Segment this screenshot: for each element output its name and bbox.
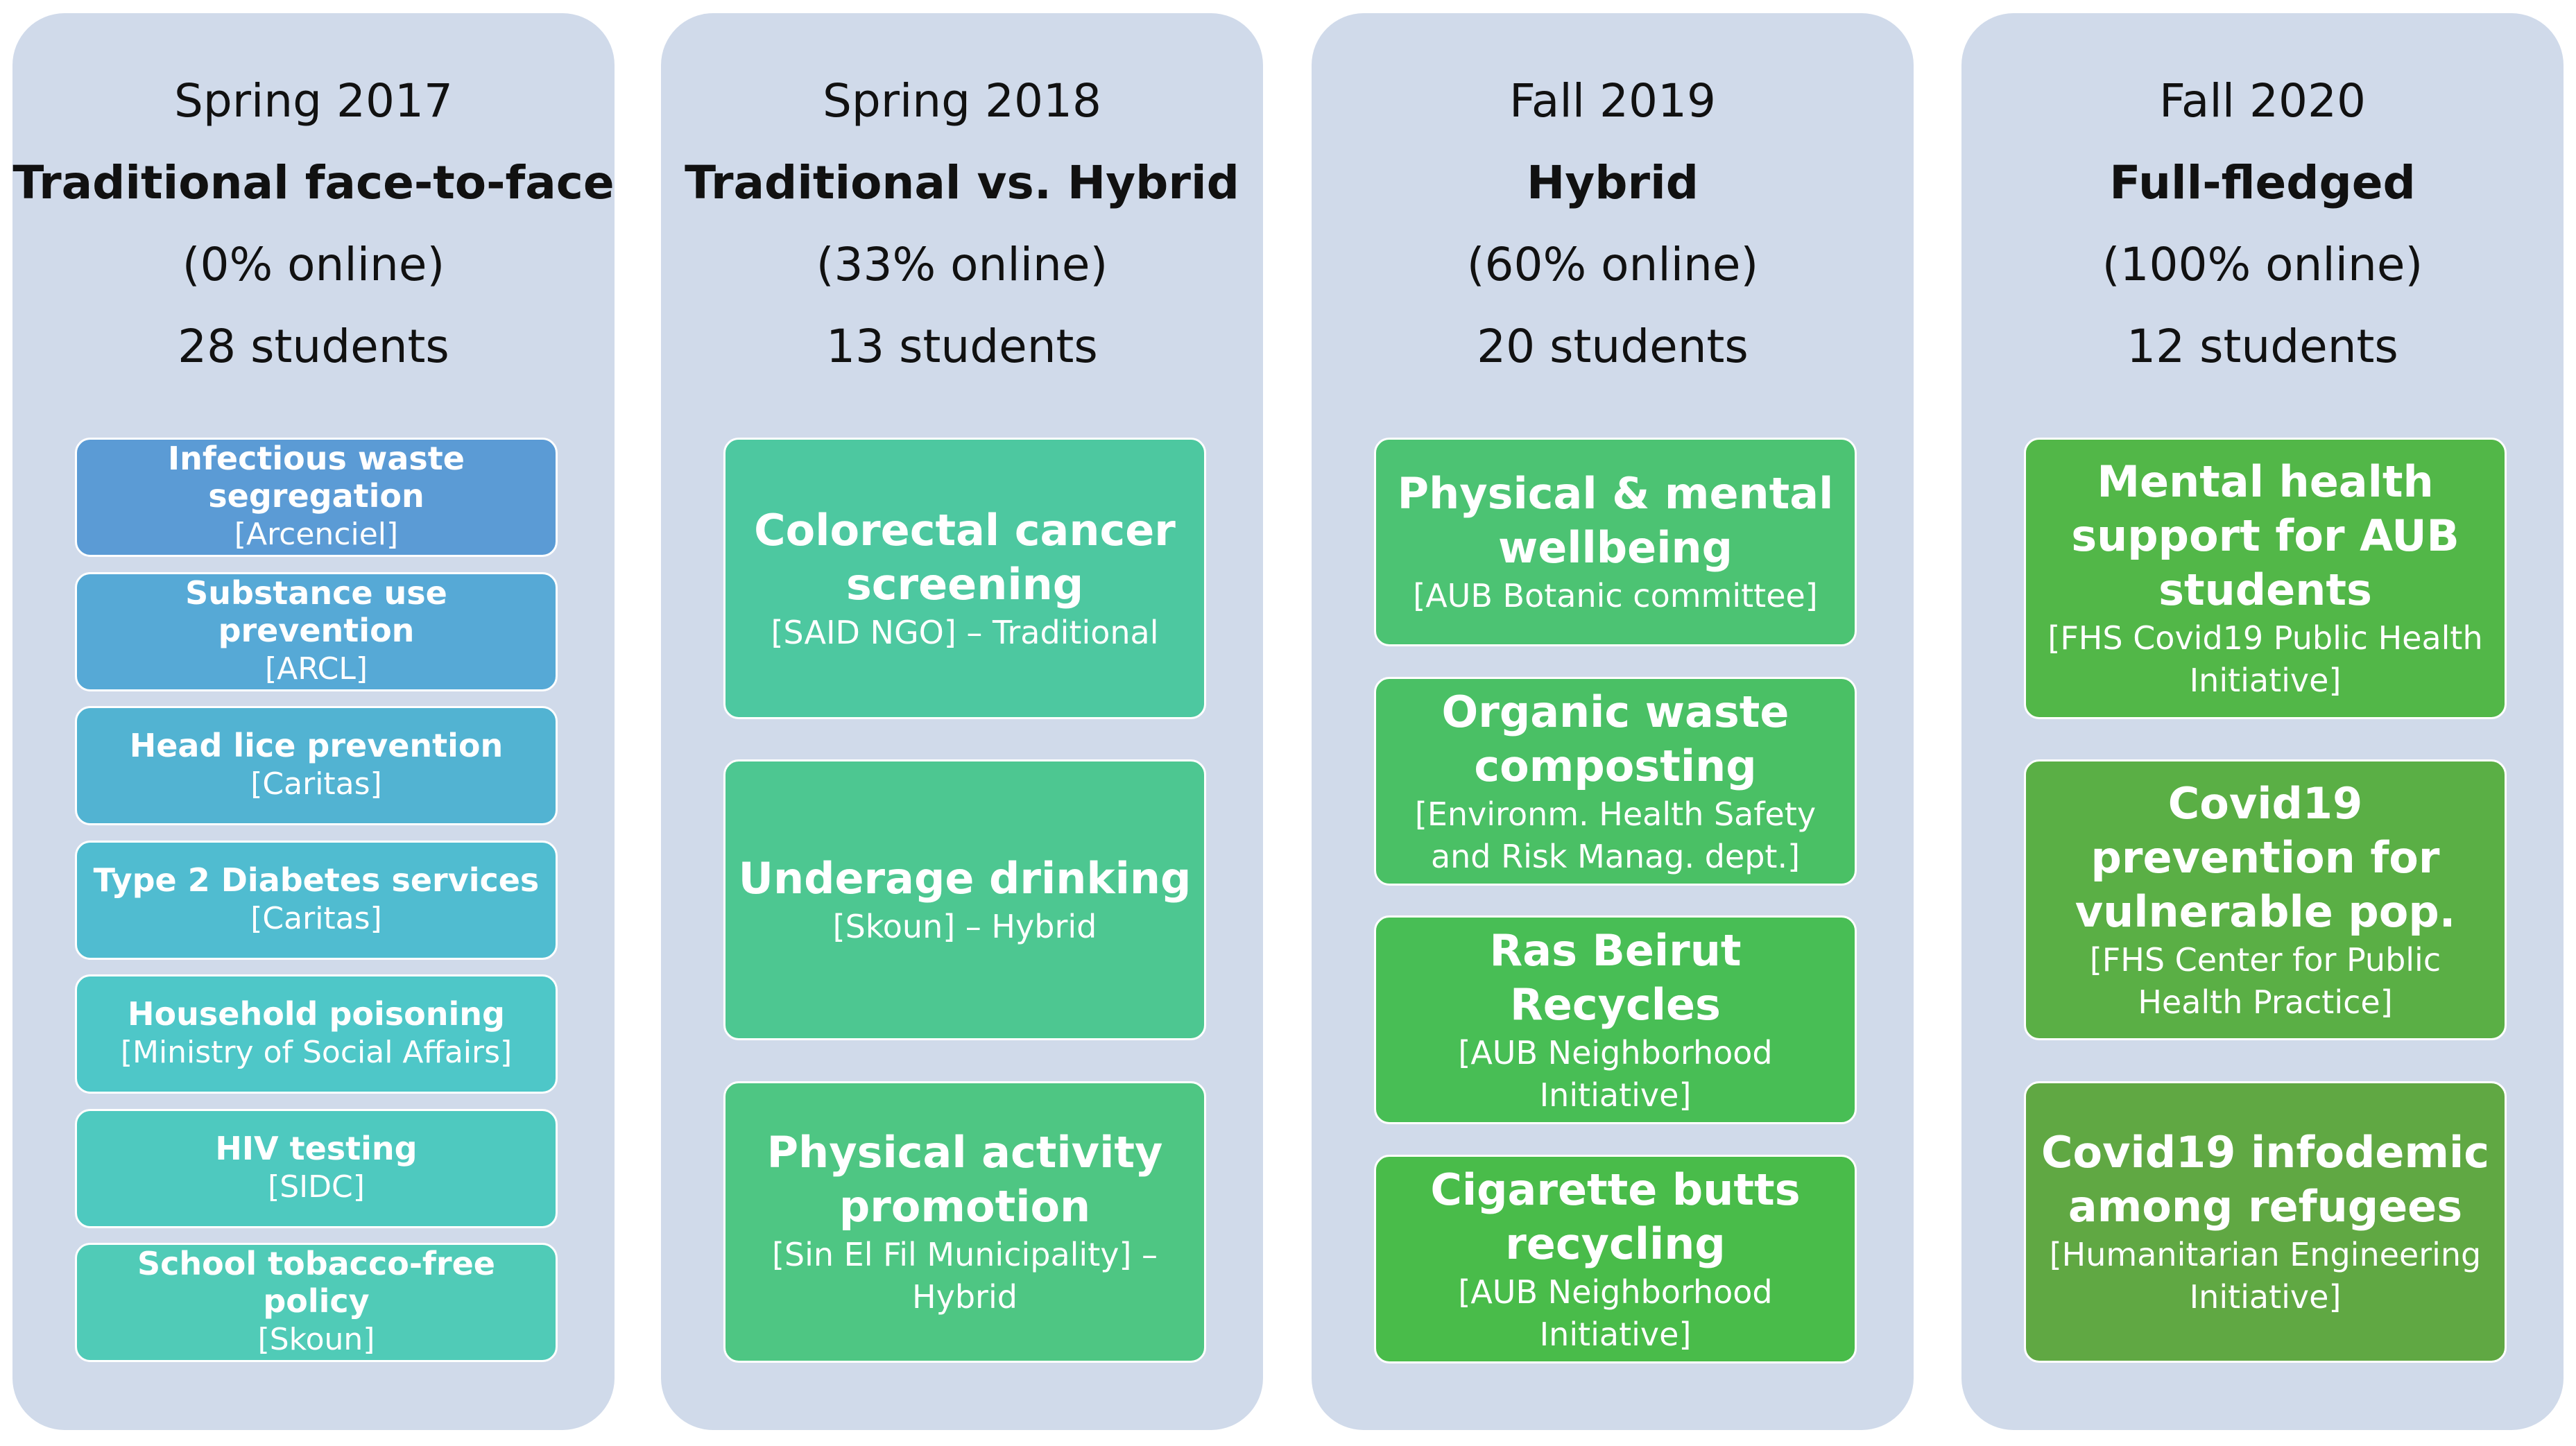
project-card-infectious-waste: Infectious waste segregation [Arcenciel] — [75, 438, 558, 557]
project-card-colorectal-cancer: Colorectal cancer screening [SAID NGO] –… — [723, 438, 1206, 719]
project-partner: [Humanitarian Engineering Initiative] — [2049, 1236, 2482, 1316]
phase-model: Full-fledged — [2109, 156, 2416, 209]
phase-header: Fall 2019 Hybrid (60% online) 20 student… — [1312, 60, 1914, 388]
phase-column-fall-2020: Fall 2020 Full-fledged (100% online) 12 … — [1961, 13, 2564, 1430]
project-title: Type 2 Diabetes services — [93, 861, 540, 899]
phase-header: Spring 2017 Traditional face-to-face (0%… — [12, 60, 615, 388]
phase-period: Fall 2019 — [1509, 74, 1716, 128]
phase-header: Spring 2018 Traditional vs. Hybrid (33% … — [661, 60, 1263, 388]
project-partner: [FHS Center for Public Health Practice] — [2089, 940, 2441, 1021]
phase-online-share: (33% online) — [816, 238, 1108, 291]
project-title: Mental health support for AUB students — [2071, 456, 2459, 616]
project-card-tobacco-free-policy: School tobacco-free policy [Skoun] — [75, 1243, 558, 1362]
project-title: Substance use prevention — [185, 574, 447, 649]
phase-online-share: (60% online) — [1466, 238, 1759, 291]
phase-model: Hybrid — [1527, 156, 1699, 209]
project-partner: [SAID NGO] – Traditional — [771, 613, 1159, 651]
project-title: HIV testing — [215, 1129, 418, 1167]
phase-student-count: 20 students — [1477, 320, 1749, 373]
project-title: Organic waste composting — [1441, 686, 1789, 791]
project-title: Covid19 prevention for vulnerable pop. — [2075, 777, 2456, 937]
phase-model: Traditional face-to-face — [12, 156, 615, 209]
project-card-wellbeing: Physical & mental wellbeing [AUB Botanic… — [1374, 438, 1857, 646]
project-card-substance-use: Substance use prevention [ARCL] — [75, 572, 558, 691]
project-card-organic-composting: Organic waste composting [Environm. Heal… — [1374, 677, 1857, 886]
project-title: Colorectal cancer screening — [754, 504, 1176, 610]
project-partner: [Environm. Health Safety and Risk Manag.… — [1414, 795, 1817, 875]
project-partner: [FHS Covid19 Public Health Initiative] — [2047, 619, 2483, 700]
project-title: Physical activity promotion — [766, 1127, 1163, 1232]
project-partner: [Caritas] — [250, 901, 382, 937]
project-title: Head lice prevention — [129, 726, 504, 764]
project-title: Ras Beirut Recycles — [1489, 924, 1742, 1030]
project-partner: [AUB Neighborhood Initiative] — [1458, 1033, 1773, 1114]
project-card-hiv-testing: HIV testing [SIDC] — [75, 1109, 558, 1228]
phase-student-count: 12 students — [2127, 320, 2398, 373]
project-partner: [AUB Botanic committee] — [1413, 577, 1818, 615]
project-partner: [Caritas] — [250, 766, 382, 802]
phase-student-count: 28 students — [178, 320, 449, 373]
phase-column-spring-2017: Spring 2017 Traditional face-to-face (0%… — [12, 13, 615, 1430]
project-card-head-lice: Head lice prevention [Caritas] — [75, 706, 558, 825]
project-partner: [Skoun] – Hybrid — [832, 908, 1097, 946]
project-card-type2-diabetes: Type 2 Diabetes services [Caritas] — [75, 841, 558, 960]
project-partner: [SIDC] — [268, 1169, 365, 1205]
phase-period: Spring 2018 — [823, 74, 1101, 128]
phase-period: Spring 2017 — [174, 74, 453, 128]
phase-model: Traditional vs. Hybrid — [685, 156, 1239, 209]
project-title: Household poisoning — [128, 995, 505, 1033]
project-partner: [Sin El Fil Municipality] – Hybrid — [771, 1236, 1158, 1316]
phase-online-share: (0% online) — [182, 238, 445, 291]
project-title: Infectious waste segregation — [168, 439, 465, 515]
project-card-physical-activity: Physical activity promotion [Sin El Fil … — [723, 1081, 1206, 1363]
project-card-household-poisoning: Household poisoning [Ministry of Social … — [75, 974, 558, 1094]
project-title: Cigarette butts recycling — [1430, 1164, 1801, 1269]
project-title: School tobacco-free policy — [137, 1244, 496, 1320]
project-partner: [Ministry of Social Affairs] — [120, 1035, 513, 1071]
project-card-ras-beirut-recycles: Ras Beirut Recycles [AUB Neighborhood In… — [1374, 915, 1857, 1124]
project-card-covid19-infodemic: Covid19 infodemic among refugees [Humani… — [2024, 1081, 2507, 1363]
project-partner: [ARCL] — [264, 651, 368, 687]
phase-column-spring-2018: Spring 2018 Traditional vs. Hybrid (33% … — [661, 13, 1263, 1430]
project-card-mental-health-support: Mental health support for AUB students [… — [2024, 438, 2507, 719]
phase-period: Fall 2020 — [2159, 74, 2366, 128]
phase-header: Fall 2020 Full-fledged (100% online) 12 … — [1961, 60, 2564, 388]
project-title: Physical & mental wellbeing — [1397, 468, 1834, 574]
project-partner: [Arcenciel] — [234, 517, 399, 553]
project-card-cigarette-butts: Cigarette butts recycling [AUB Neighborh… — [1374, 1155, 1857, 1363]
phase-student-count: 13 students — [826, 320, 1098, 373]
phase-column-fall-2019: Fall 2019 Hybrid (60% online) 20 student… — [1312, 13, 1914, 1430]
project-title: Underage drinking — [738, 853, 1192, 904]
project-card-underage-drinking: Underage drinking [Skoun] – Hybrid — [723, 759, 1206, 1040]
project-partner: [Skoun] — [257, 1322, 375, 1358]
phase-online-share: (100% online) — [2102, 238, 2423, 291]
project-card-covid19-prevention: Covid19 prevention for vulnerable pop. [… — [2024, 759, 2507, 1040]
project-title: Covid19 infodemic among refugees — [2041, 1127, 2489, 1232]
project-partner: [AUB Neighborhood Initiative] — [1458, 1273, 1773, 1353]
